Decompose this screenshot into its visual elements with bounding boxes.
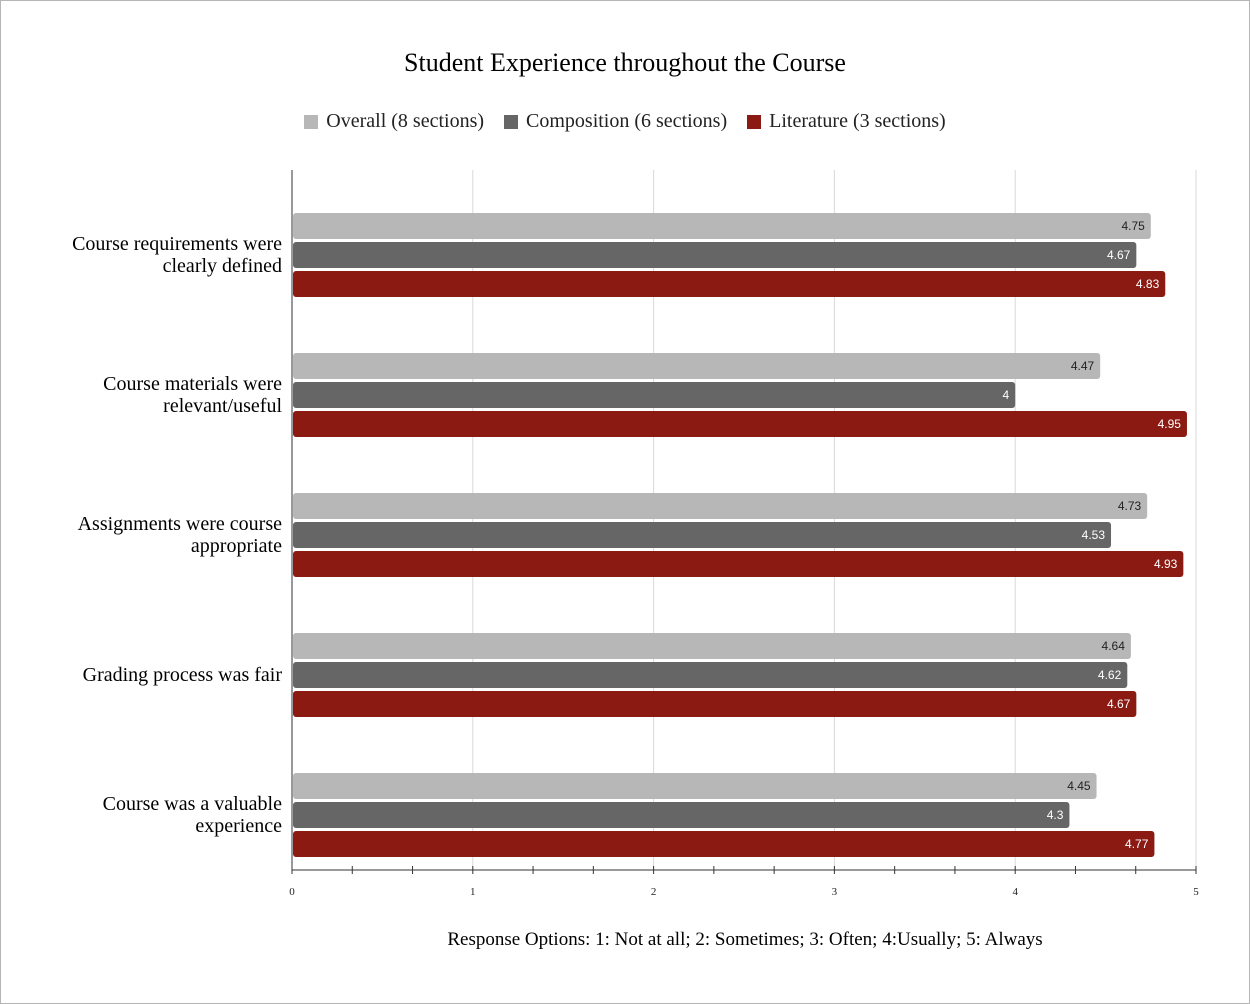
x-tick-label-0: 0	[289, 886, 295, 898]
bar-label-0-1: 4.47	[1071, 359, 1095, 373]
category-label-4-0: Course was a valuable	[103, 793, 283, 815]
bar-1-1	[293, 382, 1016, 408]
legend-swatch-overall	[304, 114, 319, 129]
bar-2-3	[293, 691, 1137, 717]
bar-label-2-4: 4.77	[1125, 837, 1149, 851]
category-label-2-1: appropriate	[191, 535, 282, 557]
bar-1-3	[293, 662, 1128, 688]
bar-label-1-3: 4.62	[1098, 668, 1122, 682]
bar-0-2	[293, 493, 1148, 519]
bar-2-4	[293, 831, 1155, 857]
legend-item-literature: Literature (3 sections)	[747, 110, 946, 133]
category-label-0-1: clearly defined	[163, 255, 282, 277]
bar-0-4	[293, 773, 1097, 799]
category-label-2-0: Assignments were course	[78, 513, 283, 535]
x-axis-label: Response Options: 1: Not at all; 2: Some…	[447, 929, 1043, 950]
bar-label-1-2: 4.53	[1082, 528, 1106, 542]
bar-label-0-0: 4.75	[1121, 219, 1145, 233]
bar-label-2-1: 4.95	[1158, 417, 1182, 431]
x-tick-label-4: 4	[1012, 886, 1018, 898]
x-tick-label-2: 2	[651, 886, 657, 898]
x-tick-label-1: 1	[470, 886, 476, 898]
bar-label-1-4: 4.3	[1047, 808, 1064, 822]
category-label-1-0: Course materials were	[103, 373, 282, 395]
legend-item-composition: Composition (6 sections)	[504, 110, 727, 133]
bar-label-0-2: 4.73	[1118, 499, 1142, 513]
bar-1-0	[293, 242, 1137, 268]
bar-label-2-3: 4.67	[1107, 697, 1131, 711]
bar-label-0-4: 4.45	[1067, 779, 1091, 793]
x-tick-label-3: 3	[832, 886, 838, 898]
bar-0-3	[293, 633, 1131, 659]
legend-swatch-literature	[747, 114, 762, 129]
category-label-3-0: Grading process was fair	[83, 664, 283, 686]
bar-1-2	[293, 522, 1112, 548]
category-label-4-1: experience	[195, 815, 282, 837]
legend-label-composition: Composition (6 sections)	[526, 110, 728, 132]
bar-2-1	[293, 411, 1187, 437]
legend-swatch-composition	[504, 114, 519, 129]
bar-0-0	[293, 213, 1151, 239]
x-tick-label-5: 5	[1193, 886, 1199, 898]
bar-label-1-1: 4	[1003, 388, 1010, 402]
chart-legend: Overall (8 sections) Composition (6 sect…	[0, 110, 1250, 133]
legend-label-literature: Literature (3 sections)	[769, 110, 946, 132]
bar-label-0-3: 4.64	[1102, 639, 1126, 653]
chart-title: Student Experience throughout the Course	[404, 48, 846, 77]
bar-label-2-0: 4.83	[1136, 277, 1160, 291]
bar-1-4	[293, 802, 1070, 828]
bar-2-2	[293, 551, 1184, 577]
legend-item-overall: Overall (8 sections)	[304, 110, 484, 133]
category-label-1-1: relevant/useful	[163, 395, 282, 417]
bar-0-1	[293, 353, 1101, 379]
bar-label-1-0: 4.67	[1107, 248, 1131, 262]
bar-2-0	[293, 271, 1166, 297]
category-label-0-0: Course requirements were	[72, 233, 282, 255]
bar-label-2-2: 4.93	[1154, 557, 1178, 571]
legend-label-overall: Overall (8 sections)	[326, 110, 485, 132]
